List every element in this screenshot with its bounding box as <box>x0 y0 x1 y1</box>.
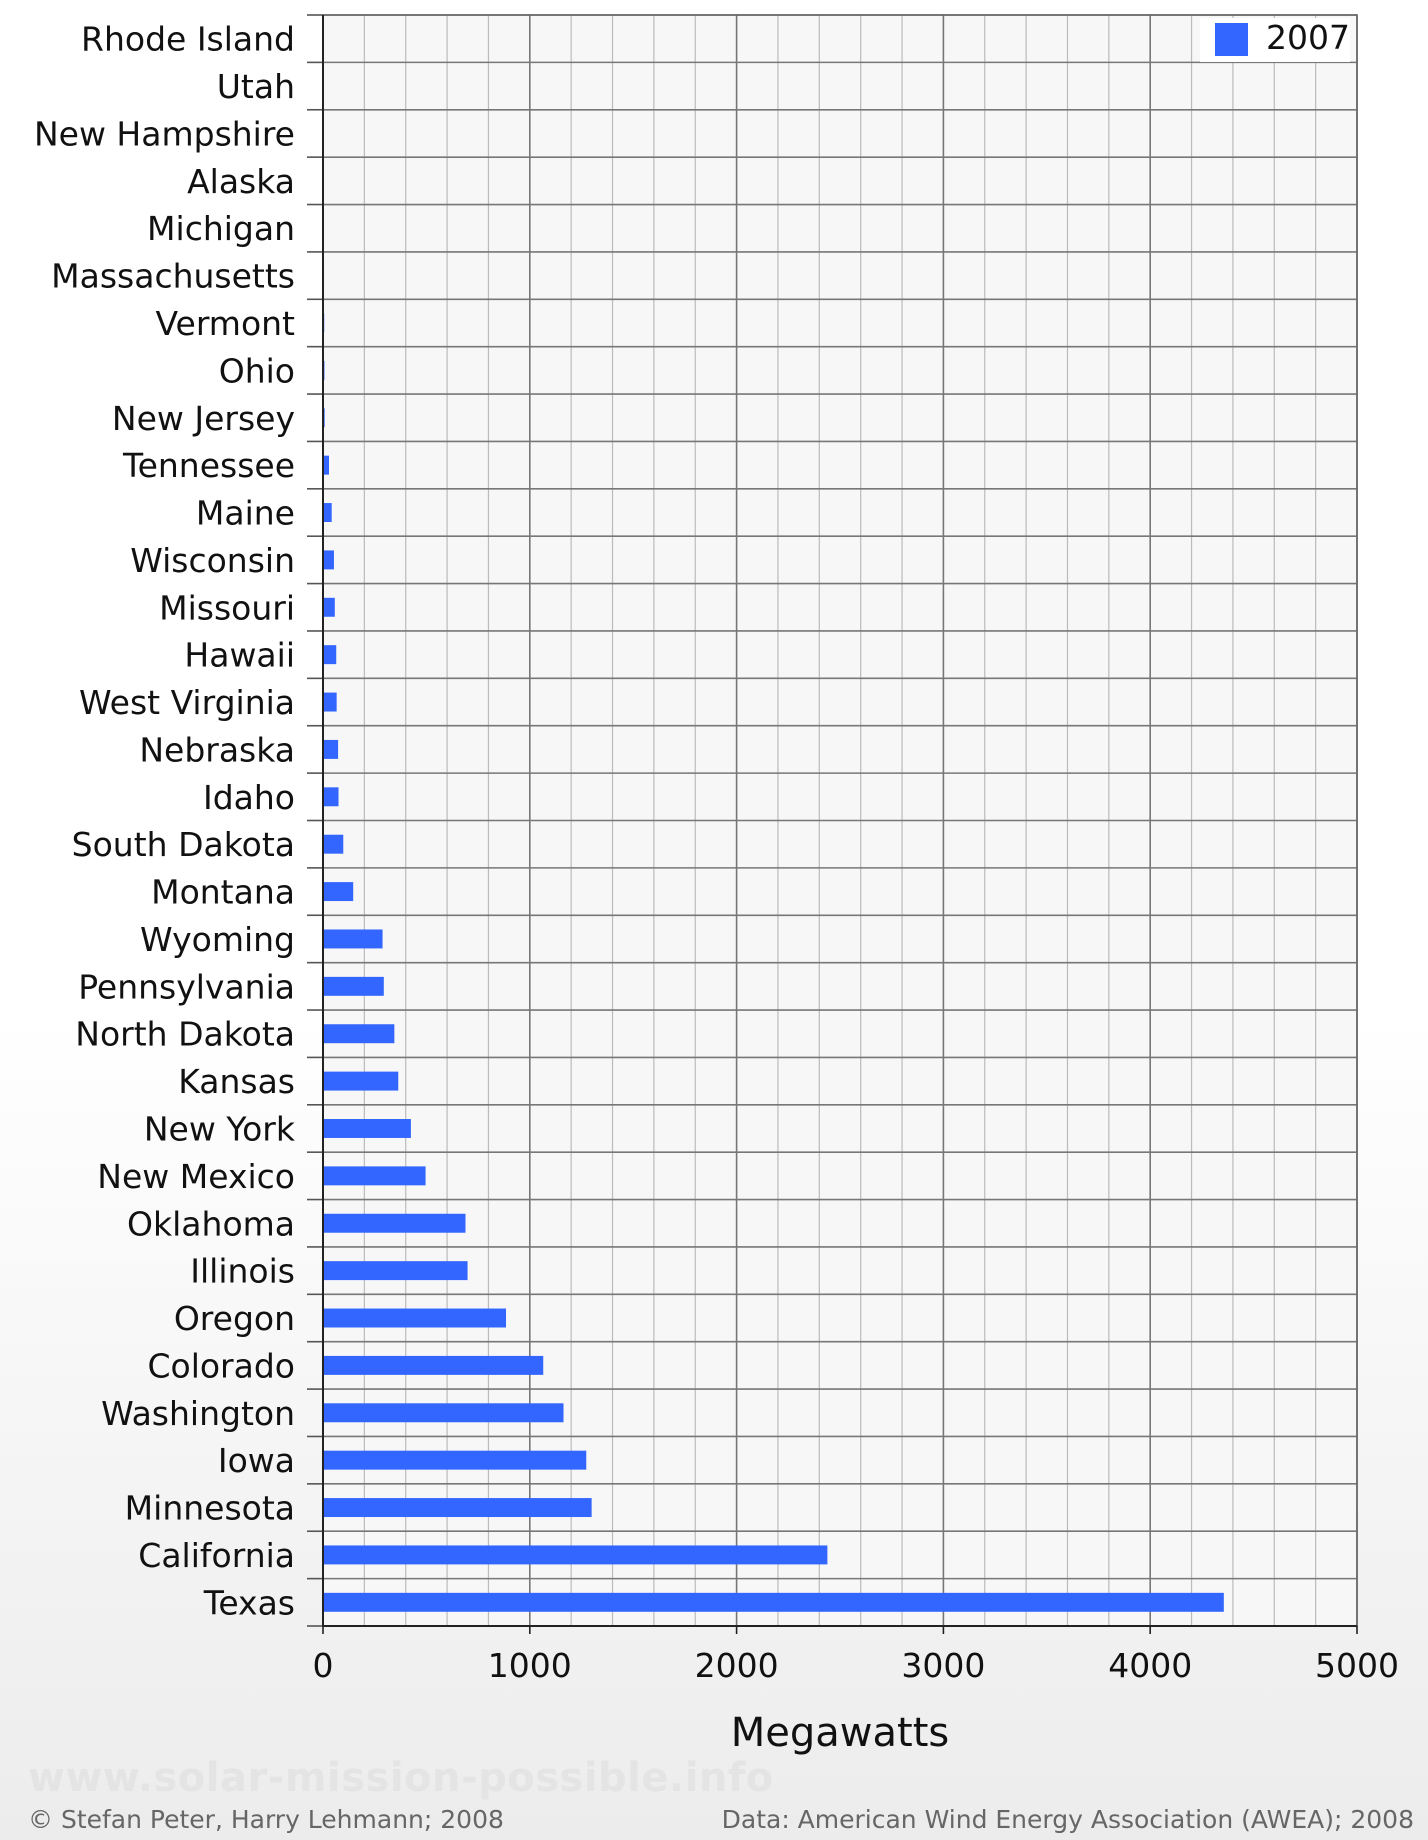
legend: 2007 <box>1200 18 1350 62</box>
category-label: Oklahoma <box>127 1204 295 1243</box>
bar <box>323 834 344 854</box>
category-label: Utah <box>217 67 295 106</box>
bar <box>323 1071 399 1091</box>
bar <box>323 455 329 475</box>
category-label: Kansas <box>178 1062 295 1101</box>
category-label: Minnesota <box>125 1489 295 1528</box>
data-source-credit: Data: American Wind Energy Association (… <box>721 1805 1414 1834</box>
x-tick-label: 5000 <box>1315 1646 1399 1685</box>
category-label: Iowa <box>218 1441 295 1480</box>
axes <box>307 14 1358 1634</box>
x-tick-labels: 0 1000 2000 3000 4000 5000 <box>313 1646 1399 1685</box>
category-label: Illinois <box>190 1252 295 1291</box>
x-tick-label: 1000 <box>488 1646 572 1685</box>
category-label: Wyoming <box>140 920 295 959</box>
grid <box>322 14 1358 1627</box>
x-tick-label: 3000 <box>901 1646 985 1685</box>
bar <box>323 976 384 996</box>
bar <box>323 1024 395 1044</box>
bar <box>323 1592 1224 1612</box>
bar <box>323 1498 592 1518</box>
category-label: South Dakota <box>72 825 295 864</box>
category-label: Colorado <box>147 1346 295 1385</box>
watermark: www.solar-mission-possible.info <box>28 1755 774 1801</box>
x-tick-label: 4000 <box>1108 1646 1192 1685</box>
category-label: New Hampshire <box>34 114 295 153</box>
bar <box>323 1166 426 1186</box>
bar <box>323 929 383 949</box>
category-label: Idaho <box>203 778 295 817</box>
category-label: Pennsylvania <box>78 967 295 1006</box>
category-label: California <box>138 1536 295 1575</box>
bar <box>323 882 354 902</box>
category-label: Washington <box>101 1394 295 1433</box>
category-label: Vermont <box>156 304 296 343</box>
category-label: New Mexico <box>97 1157 295 1196</box>
bar <box>323 1308 507 1328</box>
category-label: Rhode Island <box>81 20 295 59</box>
category-label: New York <box>144 1109 296 1148</box>
category-label: Tennessee <box>122 446 295 485</box>
bar <box>323 1213 466 1233</box>
category-label: Ohio <box>219 351 295 390</box>
bar <box>323 597 335 617</box>
bar <box>323 503 332 522</box>
bar <box>323 1403 564 1423</box>
category-label: Hawaii <box>184 636 295 675</box>
category-label: New Jersey <box>112 399 295 438</box>
category-label: Alaska <box>187 162 295 201</box>
category-label: Texas <box>203 1583 295 1622</box>
copyright-credit: © Stefan Peter, Harry Lehmann; 2008 <box>28 1805 504 1834</box>
category-label: Montana <box>151 873 295 912</box>
bar <box>323 1450 587 1470</box>
bar <box>323 1261 468 1281</box>
category-label: Wisconsin <box>130 541 295 580</box>
category-label: Missouri <box>159 588 295 627</box>
category-label: Massachusetts <box>51 257 295 296</box>
category-label: Oregon <box>174 1299 295 1338</box>
category-label: Maine <box>196 494 295 533</box>
legend-label-2007: 2007 <box>1266 18 1350 57</box>
x-tick-label: 2000 <box>695 1646 779 1685</box>
bar <box>323 1119 411 1138</box>
category-label: Nebraska <box>139 730 295 769</box>
category-label: Michigan <box>147 209 295 248</box>
bar <box>323 1545 828 1565</box>
bars <box>323 29 1224 1612</box>
category-label: West Virginia <box>79 683 295 722</box>
category-label: North Dakota <box>75 1015 295 1054</box>
bar <box>323 739 339 759</box>
x-tick-label: 0 <box>313 1646 334 1685</box>
legend-swatch-2007 <box>1215 23 1248 56</box>
bar <box>323 550 334 570</box>
bar <box>323 645 337 665</box>
bar <box>323 1355 544 1375</box>
x-axis-title: Megawatts <box>731 1710 949 1756</box>
bar <box>323 692 337 712</box>
category-labels: Rhode Island Utah New Hampshire Alaska Michi… <box>34 20 296 1623</box>
bar <box>323 787 339 807</box>
